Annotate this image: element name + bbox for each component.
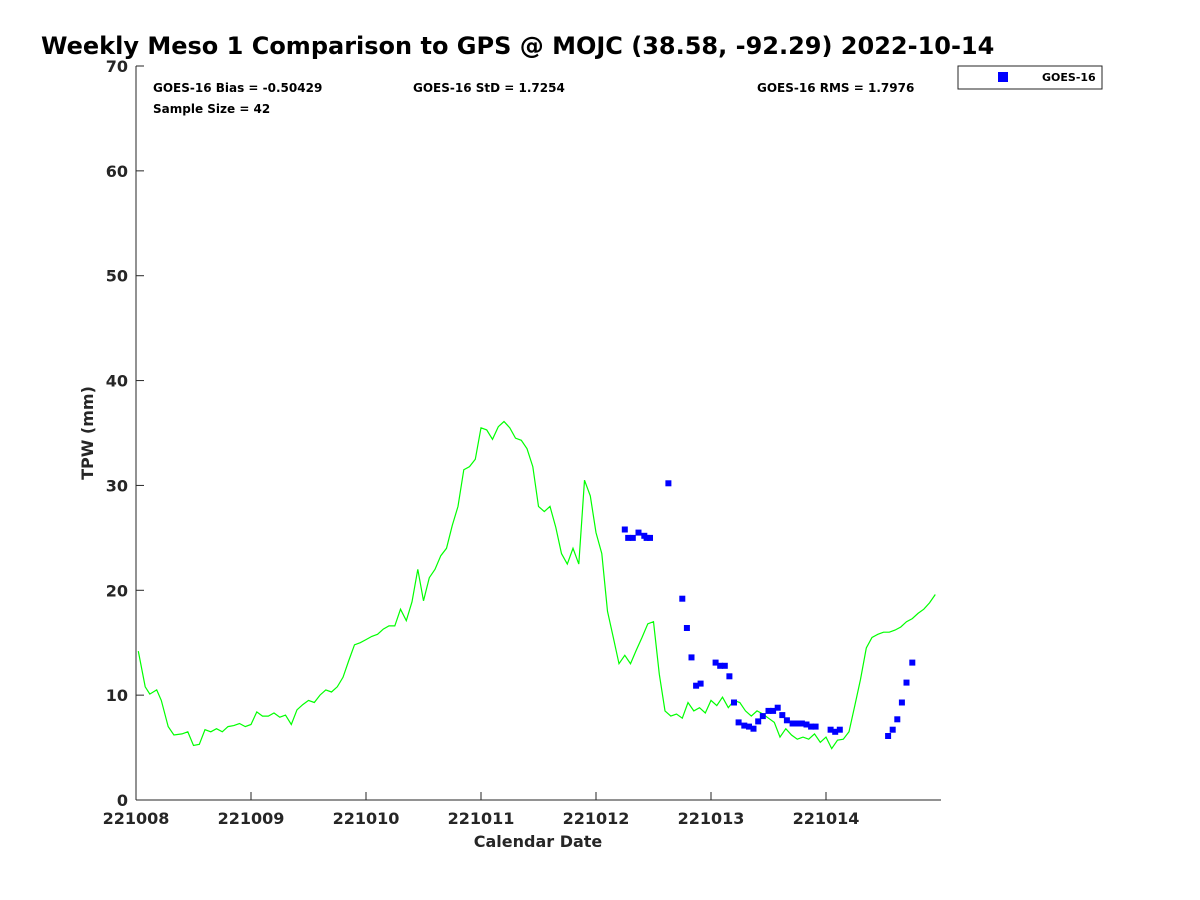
- goes16-point: [688, 654, 695, 661]
- goes16-point: [803, 721, 810, 728]
- goes16-point: [827, 726, 834, 733]
- y-tick-label: 60: [106, 162, 128, 181]
- legend-box: [957, 65, 1103, 90]
- gps-tpw-line: [137, 420, 936, 750]
- legend-label-goes16: GOES-16: [1042, 71, 1096, 84]
- x-tick-label: 221008: [103, 809, 170, 828]
- goes16-point: [889, 726, 896, 733]
- goes16-point: [812, 723, 819, 730]
- goes16-point: [770, 707, 777, 714]
- x-tick-label: 221014: [793, 809, 860, 828]
- goes16-point: [697, 680, 704, 687]
- goes16-point: [679, 595, 686, 602]
- goes16-point: [647, 534, 653, 541]
- goes16-point: [909, 659, 916, 666]
- y-tick-label: 70: [106, 57, 128, 76]
- goes16-point: [625, 534, 632, 541]
- goes16-point: [798, 720, 805, 727]
- y-tick-label: 50: [106, 267, 128, 286]
- y-tick-label: 10: [106, 686, 128, 705]
- stat-std: GOES-16 StD = 1.7254: [413, 81, 565, 95]
- y-axis-label: TPW (mm): [78, 386, 97, 480]
- goes16-point: [643, 534, 650, 541]
- x-axis-label: Calendar Date: [474, 832, 603, 851]
- y-tick-label: 0: [117, 791, 128, 810]
- goes16-point: [621, 526, 628, 533]
- plot-axes: [135, 66, 941, 801]
- goes16-point: [832, 728, 839, 735]
- goes16-point: [789, 720, 796, 727]
- goes16-point: [731, 699, 737, 706]
- x-tick-label: 221009: [218, 809, 285, 828]
- stat-rms: GOES-16 RMS = 1.7976: [757, 81, 914, 95]
- y-tick-label: 20: [106, 581, 128, 600]
- goes16-point: [885, 733, 892, 739]
- goes16-point: [750, 725, 757, 732]
- goes16-point: [665, 480, 672, 487]
- stat-bias: GOES-16 Bias = -0.50429: [153, 81, 322, 95]
- series-layer: [137, 420, 936, 750]
- goes16-point: [741, 722, 748, 729]
- stats-block: GOES-16 Bias = -0.50429 GOES-16 StD = 1.…: [153, 81, 914, 116]
- y-tick-label: 30: [106, 476, 128, 495]
- goes16-point: [779, 712, 786, 719]
- goes16-point: [765, 707, 772, 714]
- goes16-point: [808, 723, 815, 730]
- stat-sample-size: Sample Size = 42: [153, 102, 270, 116]
- goes16-point: [629, 534, 636, 541]
- goes16-point: [903, 679, 910, 686]
- goes16-point: [726, 673, 733, 680]
- y-ticks: 0 10 20 30 40 50 60 70: [106, 57, 144, 810]
- goes16-point: [635, 529, 642, 536]
- goes16-point: [717, 662, 724, 669]
- goes16-point: [783, 717, 790, 724]
- goes16-point: [759, 713, 766, 720]
- goes16-point: [746, 723, 752, 730]
- goes16-point: [683, 625, 690, 631]
- x-tick-label: 221013: [678, 809, 745, 828]
- goes16-point: [735, 719, 742, 726]
- goes16-point: [721, 662, 728, 669]
- goes16-point: [898, 699, 905, 706]
- chart-title: Weekly Meso 1 Comparison to GPS @ MOJC (…: [41, 32, 994, 60]
- goes16-point: [755, 718, 762, 725]
- x-tick-label: 221010: [333, 809, 400, 828]
- x-tick-label: 221011: [448, 809, 515, 828]
- x-tick-label: 221012: [563, 809, 630, 828]
- goes16-point: [693, 682, 700, 689]
- goes16-point: [712, 659, 719, 666]
- y-tick-label: 40: [106, 372, 128, 391]
- goes16-point: [894, 716, 901, 723]
- goes16-point: [794, 720, 801, 727]
- x-ticks: 221008 221009 221010 221011 221012 221013 2210…: [103, 792, 860, 828]
- goes16-point: [774, 704, 781, 711]
- legend: GOES-16: [957, 65, 1103, 90]
- goes16-point: [836, 726, 843, 733]
- legend-marker-goes16: [998, 72, 1008, 82]
